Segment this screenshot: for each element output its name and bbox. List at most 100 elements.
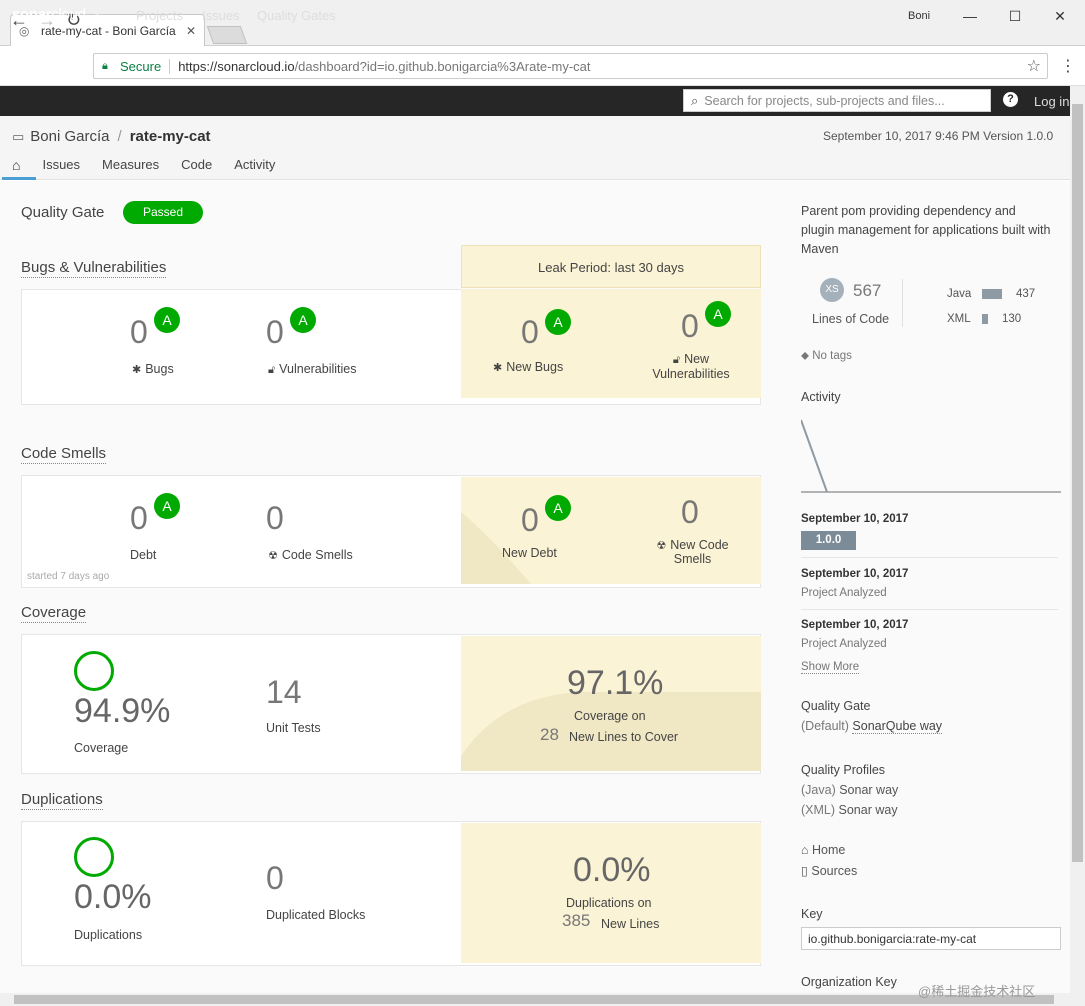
debt-label: Debt — [130, 548, 157, 562]
browser-menu-icon[interactable]: ⋮ — [1060, 58, 1076, 75]
radiation-icon: ☢ — [656, 540, 667, 552]
tab-code[interactable]: Code — [181, 157, 213, 172]
qg-default-tag: (Default) — [801, 719, 849, 733]
new-vulnerabilities-label-line2: Vulnerabilities — [652, 367, 730, 381]
coverage-section-title[interactable]: Coverage — [21, 604, 87, 623]
new-lines-label: New Lines — [601, 917, 660, 931]
bugs-rating[interactable]: A — [154, 307, 180, 333]
new-coverage-value[interactable]: 97.1% — [567, 664, 664, 702]
close-tab-icon[interactable]: ✕ — [185, 23, 196, 38]
document-icon: ▯ — [801, 864, 812, 878]
new-debt-label: New Debt — [502, 546, 557, 560]
quality-profile-java-link[interactable]: Sonar way — [839, 783, 899, 797]
browser-tab[interactable]: ◎ rate-my-cat - Boni García ✕ — [10, 14, 205, 46]
cloud-icon: ☁︎ — [89, 7, 103, 22]
vulnerabilities-label: 🔓︎ Vulnerabilities — [268, 362, 357, 377]
maximize-icon[interactable]: ☐ — [1008, 8, 1022, 24]
quality-profile-xml: (XML) Sonar way — [801, 803, 898, 817]
logo-bold: sonar — [12, 6, 52, 23]
new-vulnerabilities-rating[interactable]: A — [705, 301, 731, 327]
vulnerabilities-value[interactable]: 0 — [266, 314, 284, 350]
coverage-value[interactable]: 94.9% — [74, 692, 171, 730]
new-debt-area-chart — [461, 512, 531, 584]
code-smells-section-title[interactable]: Code Smells — [21, 445, 107, 464]
quality-profile-xml-link[interactable]: Sonar way — [838, 803, 898, 817]
minimize-icon[interactable]: — — [963, 8, 977, 24]
bugs-section-title[interactable]: Bugs & Vulnerabilities — [21, 259, 167, 278]
window-close-icon[interactable]: ✕ — [1054, 8, 1066, 24]
sonarcloud-logo[interactable]: sonarcloud ☁︎ — [12, 6, 103, 23]
new-duplications-value[interactable]: 0.0% — [573, 851, 651, 889]
forward-icon[interactable]: → — [38, 10, 56, 30]
back-icon[interactable]: ← — [10, 10, 28, 30]
unit-tests-value[interactable]: 14 — [266, 674, 302, 710]
lines-of-code-value[interactable]: 567 — [853, 281, 882, 300]
duplications-section-title[interactable]: Duplications — [21, 791, 103, 810]
window-user[interactable]: Boni — [908, 10, 931, 22]
coverage-donut — [74, 651, 114, 691]
breadcrumb-project[interactable]: rate-my-cat — [129, 128, 211, 145]
login-link[interactable]: Log in — [1034, 94, 1070, 109]
tab-measures[interactable]: Measures — [102, 157, 160, 172]
sonar-favicon-icon: ◎ — [19, 23, 30, 38]
breadcrumb-owner[interactable]: Boni García — [30, 128, 110, 145]
activity-sparkline — [801, 419, 1061, 493]
new-debt-value[interactable]: 0 — [521, 502, 539, 538]
key-title: Key — [801, 907, 823, 921]
activity-event-date: September 10, 2017 — [801, 619, 909, 631]
duplications-donut — [74, 837, 114, 877]
new-tab-button[interactable] — [206, 26, 248, 44]
help-icon[interactable]: ? — [1003, 92, 1018, 107]
bugs-value[interactable]: 0 — [130, 314, 148, 350]
nav-projects[interactable]: Projects — [136, 8, 183, 23]
new-lines-value[interactable]: 385 — [562, 911, 591, 930]
project-tabs: ⌂ Issues Measures Code Activity — [12, 157, 297, 173]
new-bugs-rating[interactable]: A — [545, 309, 571, 335]
url-field[interactable]: 🔒︎ Secure https://sonarcloud.io/dashboar… — [93, 53, 1048, 79]
duplicated-blocks-label: Duplicated Blocks — [266, 908, 366, 922]
code-smells-leak-area — [461, 477, 761, 584]
nav-issues[interactable]: Issues — [202, 8, 240, 23]
new-lines-to-cover-value[interactable]: 28 — [540, 725, 559, 744]
breadcrumb-separator: / — [117, 128, 122, 145]
coverage-leak-area — [461, 636, 761, 771]
organization-icon: ▭ — [12, 128, 25, 144]
bookmark-star-icon[interactable]: ☆ — [1026, 58, 1041, 75]
quality-gate-link[interactable]: SonarQube way — [852, 719, 943, 734]
home-icon[interactable]: ⌂ — [12, 157, 21, 173]
project-key-field[interactable]: io.github.bonigarcia:rate-my-cat — [801, 927, 1061, 950]
activity-event-date: September 10, 2017 — [801, 568, 909, 580]
nav-quality-gates[interactable]: Quality Gates — [257, 8, 336, 23]
search-input[interactable]: ⌕ Search for projects, sub-projects and … — [683, 89, 991, 112]
tab-issues[interactable]: Issues — [42, 157, 81, 172]
sources-link[interactable]: ▯ Sources — [801, 863, 857, 878]
new-vulnerabilities-label: 🔓︎ New Vulnerabilities — [651, 352, 731, 381]
new-duplications-label: Duplications on — [566, 896, 652, 910]
new-debt-rating[interactable]: A — [545, 495, 571, 521]
vulnerabilities-rating[interactable]: A — [290, 307, 316, 333]
horizontal-scroll-thumb[interactable] — [14, 995, 1054, 1004]
home-link[interactable]: ⌂ Home — [801, 843, 845, 857]
tab-activity[interactable]: Activity — [234, 157, 276, 172]
debt-rating[interactable]: A — [154, 493, 180, 519]
new-bugs-value[interactable]: 0 — [521, 314, 539, 350]
duplicated-blocks-value[interactable]: 0 — [266, 860, 284, 896]
project-header — [0, 116, 1070, 180]
new-lines-to-cover-label: New Lines to Cover — [569, 730, 679, 744]
search-icon: ⌕ — [691, 92, 699, 108]
duplications-value[interactable]: 0.0% — [74, 878, 152, 916]
activity-title: Activity — [801, 390, 841, 404]
new-code-smells-label-line2: Smells — [673, 552, 712, 566]
debt-value[interactable]: 0 — [130, 500, 148, 536]
new-code-smells-value[interactable]: 0 — [681, 494, 699, 530]
tab-title: rate-my-cat - Boni García — [41, 23, 176, 38]
new-vulnerabilities-value[interactable]: 0 — [681, 308, 699, 344]
show-more-link[interactable]: Show More — [801, 661, 860, 674]
code-smells-value[interactable]: 0 — [266, 500, 284, 536]
home-link-text: Home — [812, 843, 846, 857]
vertical-scroll-thumb[interactable] — [1072, 104, 1083, 862]
lock-icon: 🔒︎ — [102, 60, 108, 72]
reload-icon[interactable]: ↻ — [66, 10, 82, 30]
quality-gate-status-badge[interactable]: Passed — [123, 201, 203, 224]
coverage-label: Coverage — [74, 741, 129, 755]
